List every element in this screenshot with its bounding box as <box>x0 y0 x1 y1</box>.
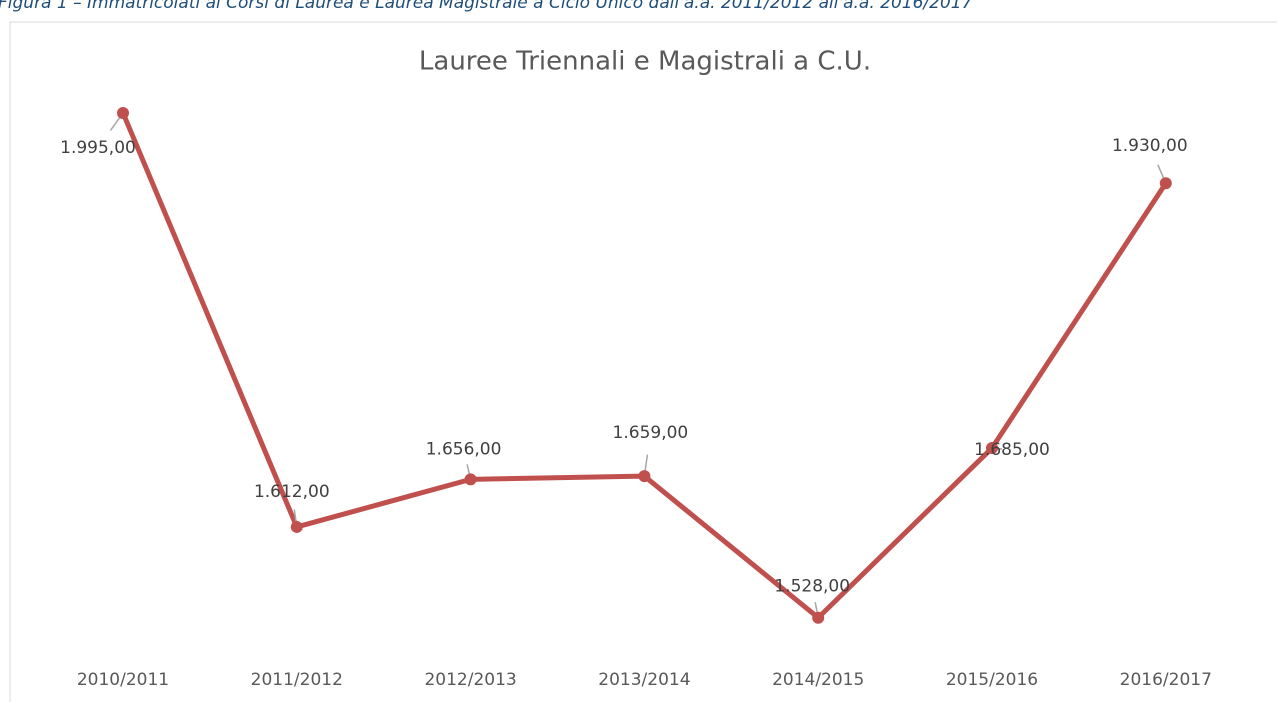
x-tick-label: 2015/2016 <box>946 670 1038 690</box>
x-tick-label: 2011/2012 <box>251 670 343 690</box>
point <box>117 106 129 119</box>
point <box>638 470 651 483</box>
point <box>290 520 303 533</box>
point <box>464 473 477 486</box>
data-label: 1.659,00 <box>613 423 689 443</box>
line <box>120 111 1168 621</box>
data-label: 1.612,00 <box>254 482 330 502</box>
data-label: 1.995,00 <box>60 138 136 158</box>
data-label: 1.930,00 <box>1112 136 1188 156</box>
point <box>986 442 998 455</box>
chart-frame <box>9 21 1277 702</box>
x-tick-label: 2012/2013 <box>424 670 516 690</box>
data-label: 1.656,00 <box>426 439 502 459</box>
x-tick-label: 2014/2015 <box>772 670 864 690</box>
point <box>1159 177 1172 190</box>
x-tick-label: 2016/2017 <box>1120 670 1212 690</box>
point <box>812 611 825 624</box>
data-label: 1.528,00 <box>774 577 850 597</box>
x-tick-label: 2010/2011 <box>77 670 169 690</box>
figure-caption: Figura 1 – Immatricolati ai Corsi di Lau… <box>0 0 973 13</box>
data-label: 1.685,00 <box>974 440 1050 460</box>
x-tick-label: 2013/2014 <box>598 670 690 690</box>
chart-title: Lauree Triennali e Magistrali a C.U. <box>419 47 871 77</box>
